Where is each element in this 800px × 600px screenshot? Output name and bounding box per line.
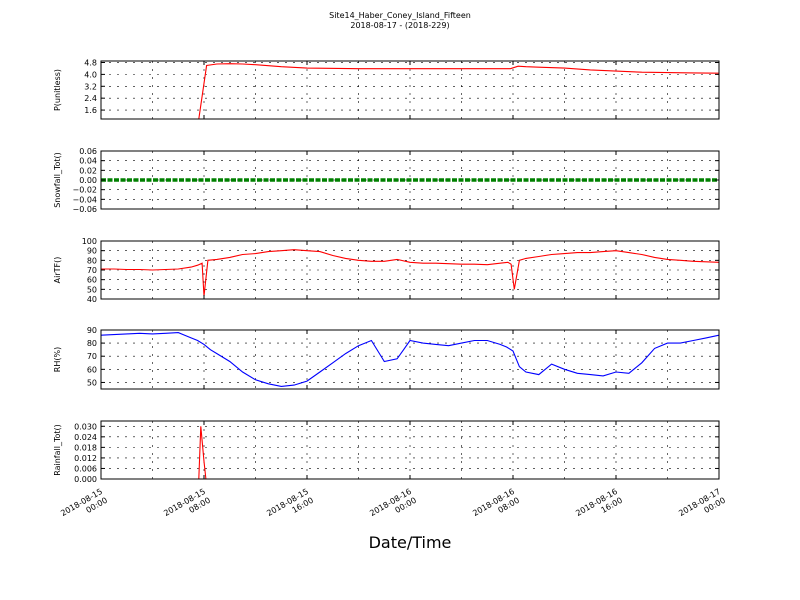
y-tick-label: 60 <box>87 365 97 374</box>
x-axis-label: Date/Time <box>368 533 452 552</box>
y-tick-label: −0.06 <box>72 205 97 214</box>
y-axis-label: Rainfall_Tot() <box>53 424 62 476</box>
x-tick-label: 2018-08-1616:00 <box>574 487 624 527</box>
subplot-1: 1.6 2.4 3.2 4.0 4.8 P(unitless) <box>53 58 720 120</box>
y-tick-label: 0.06 <box>79 147 97 156</box>
x-tick-label: 2018-08-1508:00 <box>162 487 212 527</box>
y-axis-label: P(unitless) <box>53 69 62 111</box>
x-tick-label: 2018-08-1500:00 <box>59 487 109 527</box>
y-tick-label: 0.006 <box>74 464 97 473</box>
y-tick-label: 0.02 <box>79 166 97 175</box>
chart-subtitle: 2018-08-17 - (2018-229) <box>350 21 450 30</box>
subplot-4: 50 60 70 80 90 RH(%) <box>53 326 720 390</box>
y-tick-label: 50 <box>87 285 97 294</box>
y-tick-label: 2.4 <box>84 94 97 103</box>
y-tick-label: 80 <box>87 339 97 348</box>
y-axis-label: Snowfall_Tot() <box>53 152 62 208</box>
series-line <box>101 426 719 480</box>
y-tick-label: 0.00 <box>79 176 97 185</box>
y-tick-label: 50 <box>87 378 97 387</box>
y-tick-label: 4.8 <box>84 58 97 67</box>
subplot-2: −0.06−0.04−0.020.000.020.040.06 Snowfall_… <box>53 147 720 214</box>
x-tick-label: 2018-08-1700:00 <box>677 487 727 527</box>
y-tick-label: 1.6 <box>84 106 97 115</box>
y-tick-label: 0.024 <box>74 433 97 442</box>
x-tick-label: 2018-08-1600:00 <box>368 487 418 527</box>
y-tick-label: 0.030 <box>74 422 97 431</box>
y-tick-label: 0.018 <box>74 443 97 452</box>
y-tick-label: 3.2 <box>84 82 97 91</box>
y-tick-label: 70 <box>87 352 97 361</box>
series-line <box>101 249 720 297</box>
y-tick-label: 100 <box>82 237 97 246</box>
y-tick-label: 40 <box>87 295 97 304</box>
series-line <box>101 63 720 120</box>
y-tick-label: 80 <box>87 256 97 265</box>
y-tick-label: 90 <box>87 326 97 335</box>
x-tick-label: 2018-08-1608:00 <box>471 487 521 527</box>
y-tick-label: 70 <box>87 266 97 275</box>
y-tick-label: 0.04 <box>79 157 97 166</box>
series-line <box>100 332 720 387</box>
y-tick-label: −0.02 <box>72 186 97 195</box>
y-tick-label: 4.0 <box>84 70 97 79</box>
y-tick-label: 0.000 <box>74 475 97 484</box>
y-tick-label: 60 <box>87 276 97 285</box>
y-tick-label: 90 <box>87 247 97 256</box>
y-axis-label: AirTF() <box>53 257 62 284</box>
y-axis-label: RH(%) <box>53 347 62 372</box>
x-tick-label: 2018-08-1516:00 <box>265 487 315 527</box>
y-tick-label: 0.012 <box>74 454 97 463</box>
y-tick-label: −0.04 <box>72 195 97 204</box>
chart-title: Site14_Haber_Coney_Island_Fifteen <box>329 11 471 20</box>
